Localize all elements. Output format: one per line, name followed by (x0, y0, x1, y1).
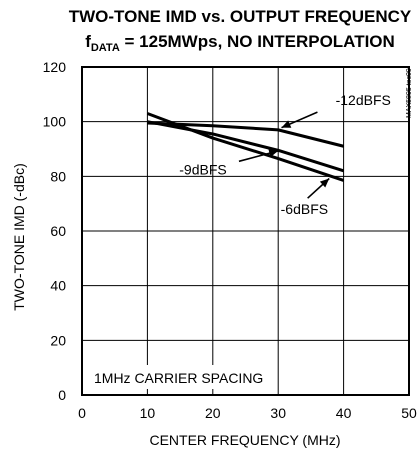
y-tick-label: 60 (50, 223, 66, 239)
series-line-1 (147, 120, 345, 173)
y-tick-label: 80 (50, 168, 66, 184)
y-tick-label: 120 (43, 59, 67, 75)
y-tick-labels: 0 20 40 60 80 100 120 (43, 59, 67, 403)
y-tick-label: 20 (50, 332, 66, 348)
subtitle-rest: = 125MWps, NO INTERPOLATION (120, 32, 395, 51)
y-axis-label: TWO-TONE IMD (-dBc) (11, 163, 27, 311)
series-line-2 (146, 112, 345, 182)
y-tick-label: 0 (58, 387, 66, 403)
subtitle-prefix: f (85, 32, 91, 51)
series-label-1: -9dBFS (179, 162, 226, 178)
x-tick-label: 40 (336, 405, 352, 421)
x-axis-label: CENTER FREQUENCY (MHz) (149, 432, 340, 448)
chart-title: TWO-TONE IMD vs. OUTPUT FREQUENCY (69, 7, 412, 26)
chart-subtitle: fDATA = 125MWps, NO INTERPOLATION (85, 32, 395, 54)
series-label-2: -6dBFS (281, 201, 328, 217)
series-arrow-head-1 (268, 149, 279, 158)
x-tick-label: 10 (140, 405, 156, 421)
series-arrow-head-2 (319, 178, 330, 188)
x-tick-label: 50 (401, 405, 417, 421)
plot-area-frame (81, 66, 410, 396)
series-arrow-head-0 (281, 120, 292, 128)
carrier-spacing-annotation: 1MHz CARRIER SPACING (94, 370, 263, 386)
x-tick-label: 20 (205, 405, 221, 421)
x-tick-labels: 0 10 20 30 40 50 (78, 405, 417, 421)
series-lines (146, 112, 345, 182)
x-tick-label: 30 (270, 405, 286, 421)
y-tick-label: 100 (43, 114, 67, 130)
series-label-0: -12dBFS (336, 92, 391, 108)
watermark: MAX5895 toc09 (406, 68, 413, 118)
x-tick-label: 0 (78, 405, 86, 421)
series-arrows: -12dBFS -9dBFS -6dBFS (179, 92, 391, 217)
annotation-background (86, 365, 270, 389)
subtitle-subscript: DATA (91, 42, 120, 54)
grid (82, 67, 409, 395)
y-tick-label: 40 (50, 278, 66, 294)
